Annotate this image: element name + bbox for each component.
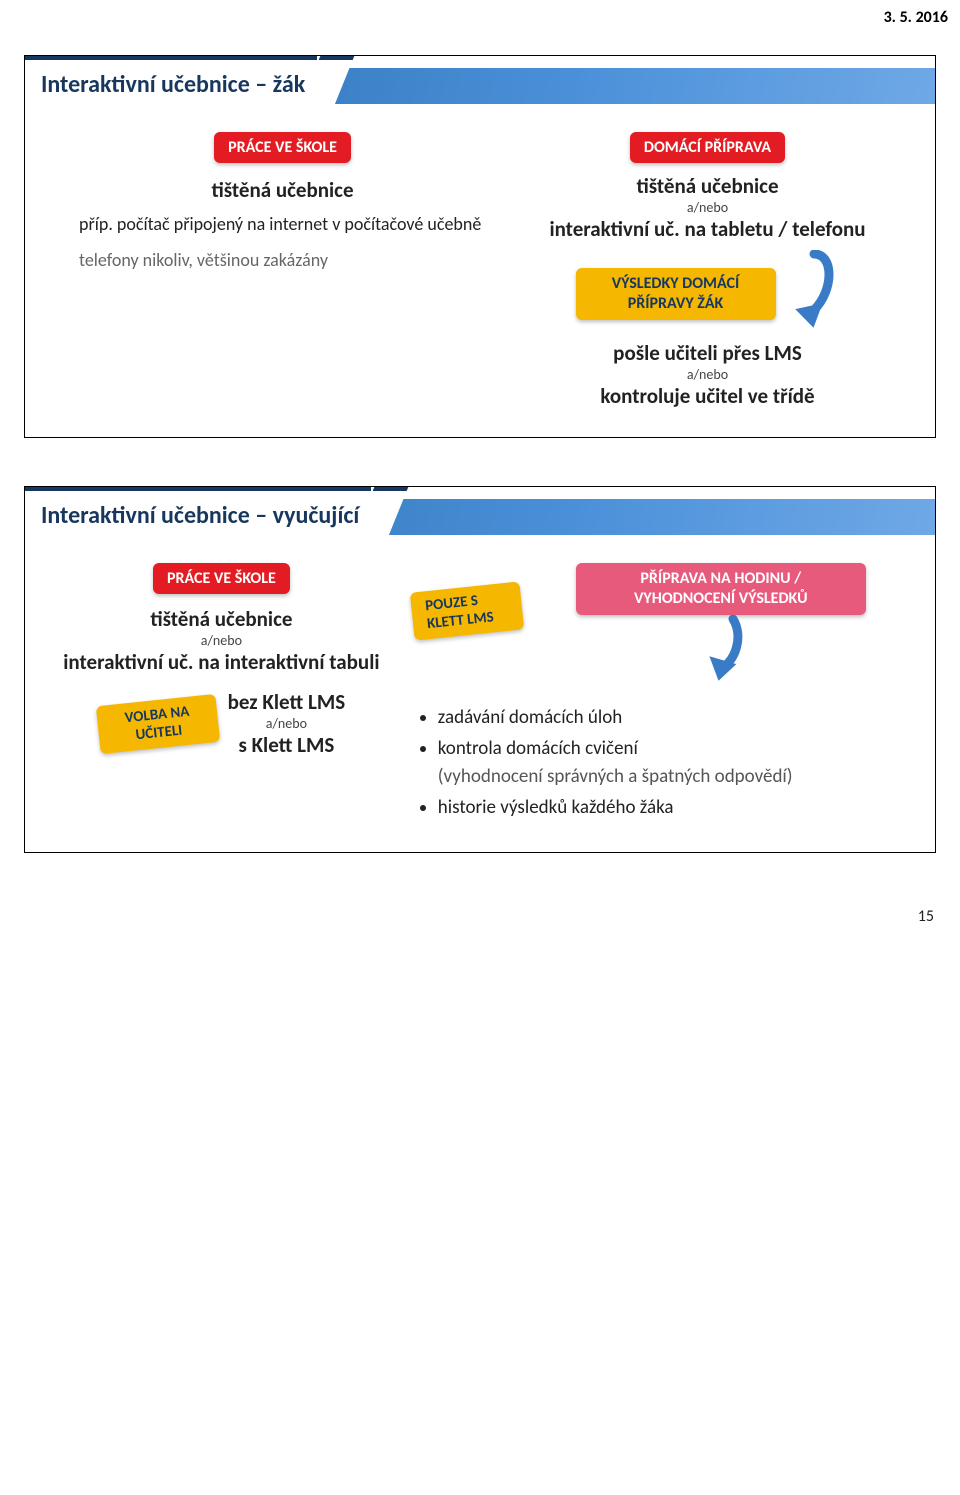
s1-left-l2: příp. počítač připojený na internet v po…: [79, 213, 486, 235]
slide1-columns: PRÁCE VE ŠKOLE tištěná učebnice příp. po…: [25, 124, 935, 409]
curved-arrow-icon: [788, 250, 840, 338]
bullet-check: kontrola domácích cvičení (vyhodnocení s…: [438, 735, 912, 792]
bullet-history: historie výsledků každého žáka: [438, 794, 912, 823]
bullet-assign: zadávání domácích úloh: [438, 704, 912, 733]
s1-left-l1: tištěná učebnice: [79, 177, 486, 203]
s2-left-l2: interaktivní uč. na interaktivní tabuli: [49, 649, 394, 675]
slide1-left: PRÁCE VE ŠKOLE tištěná učebnice příp. po…: [49, 132, 486, 409]
s1-right-l2: interaktivní uč. na tabletu / telefonu: [504, 216, 911, 242]
s1-right-sep1: a/nebo: [504, 199, 911, 216]
pill-only-klett: POUZE S KLETT LMS: [410, 581, 524, 640]
s2-left-l1: tištěná učebnice: [49, 606, 394, 632]
slide-student: Interaktivní učebnice – žák PRÁCE VE ŠKO…: [24, 55, 936, 438]
slide2-left: PRÁCE VE ŠKOLE tištěná učebnice a/nebo i…: [49, 563, 394, 758]
slide-teacher: Interaktivní učebnice – vyučující PRÁCE …: [24, 486, 936, 853]
pill-teacher-choice: VOLBA NA UČITELI: [95, 693, 219, 753]
pill-school-work-2: PRÁCE VE ŠKOLE: [153, 563, 290, 594]
pill-home-prep: DOMÁCÍ PŘÍPRAVA: [630, 132, 785, 163]
bullet-check-text: kontrola domácích cvičení: [438, 737, 638, 760]
s2-left-l4: s Klett LMS: [228, 732, 346, 758]
slide1-right: DOMÁCÍ PŘÍPRAVA tištěná učebnice a/nebo …: [504, 132, 911, 409]
curved-arrow-down-icon: [697, 615, 745, 695]
results-row: VÝSLEDKY DOMÁCÍ PŘÍPRAVY ŽÁK: [504, 250, 911, 338]
s1-right-l3: pošle učiteli přes LMS: [504, 340, 911, 366]
s2-left-sep1: a/nebo: [49, 632, 394, 649]
page-number: 15: [0, 901, 960, 936]
slide-title: Interaktivní učebnice – žák: [25, 56, 317, 107]
s1-right-sep2: a/nebo: [504, 366, 911, 383]
pill-lesson-prep: PŘÍPRAVA NA HODINU / VYHODNOCENÍ VÝSLEDK…: [576, 563, 866, 615]
pill-results: VÝSLEDKY DOMÁCÍ PŘÍPRAVY ŽÁK: [576, 268, 776, 320]
s1-right-l4: kontroluje učitel ve třídě: [504, 383, 911, 409]
s1-left-l3: telefony nikoliv, většinou zakázány: [79, 249, 486, 271]
slide-header: Interaktivní učebnice – vyučující: [25, 487, 935, 543]
slide2-right: POUZE S KLETT LMS PŘÍPRAVA NA HODINU / V…: [412, 563, 912, 824]
slide2-columns: PRÁCE VE ŠKOLE tištěná učebnice a/nebo i…: [25, 555, 935, 824]
slide-title: Interaktivní učebnice – vyučující: [25, 487, 371, 538]
s2-left-sep2: a/nebo: [228, 715, 346, 732]
page-date: 3. 5. 2016: [0, 0, 960, 31]
pill-school-work: PRÁCE VE ŠKOLE: [214, 132, 351, 163]
s1-right-l1: tištěná učebnice: [504, 173, 911, 199]
bullet-check-sub: (vyhodnocení správných a špatných odpově…: [438, 765, 793, 788]
teacher-bullets: zadávání domácích úloh kontrola domácích…: [412, 704, 912, 822]
lms-choice: bez Klett LMS a/nebo s Klett LMS: [228, 689, 346, 758]
slide-header: Interaktivní učebnice – žák: [25, 56, 935, 112]
s2-left-l3: bez Klett LMS: [228, 689, 346, 715]
